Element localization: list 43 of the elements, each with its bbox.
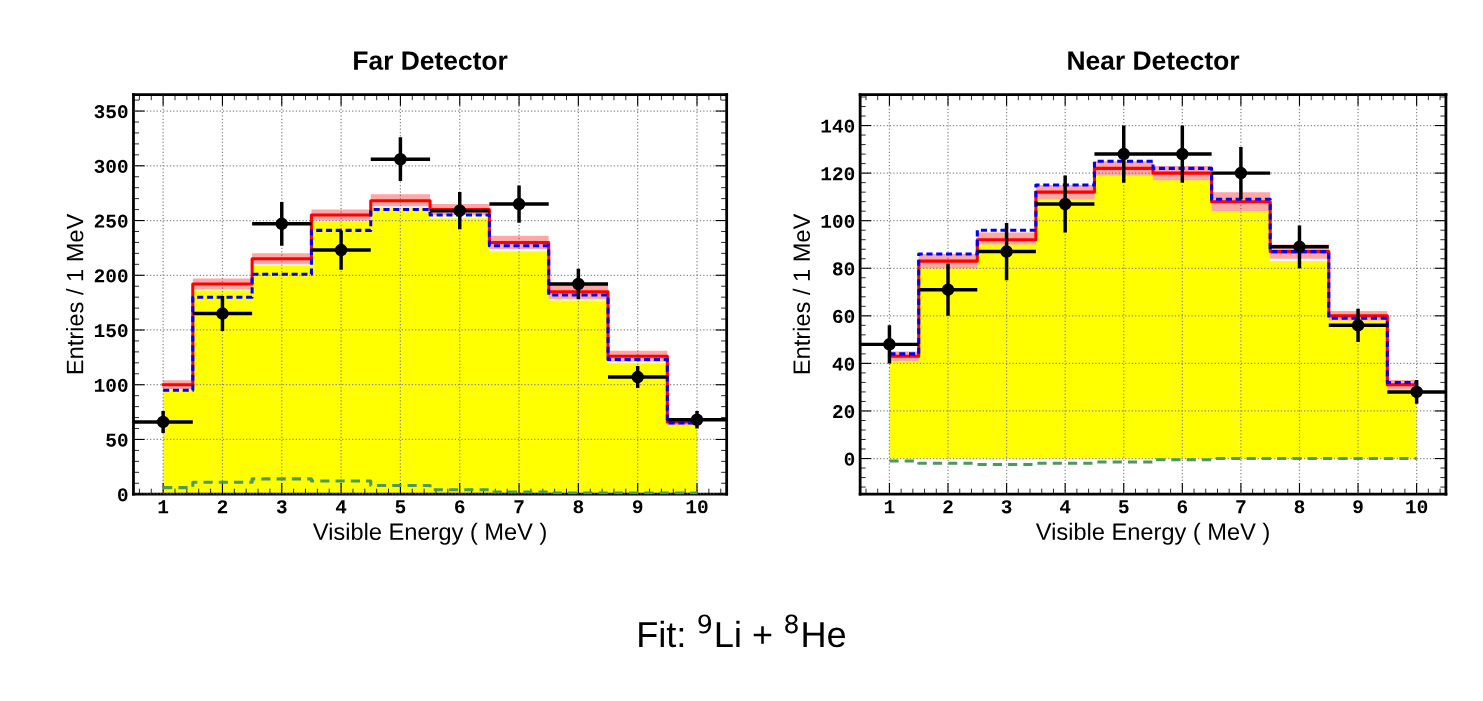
y-tick-label: 350: [94, 105, 128, 119]
x-tick-label: 7: [514, 500, 524, 514]
x-tick-label: 6: [1177, 500, 1188, 514]
x-tick-label: 5: [395, 500, 406, 514]
y-tick-label: 300: [94, 159, 128, 174]
x-tick-label: 1: [884, 500, 895, 514]
x-tick-label: 1: [158, 500, 169, 514]
x-tick-label: 5: [1118, 500, 1129, 514]
y-tick-label: 0: [844, 452, 855, 466]
x-axis-title: Visible Energy ( MeV ): [312, 522, 546, 545]
y-tick-label: 150: [94, 324, 128, 338]
x-tick-label: 10: [1406, 500, 1428, 514]
x-tick-label: 9: [1353, 500, 1363, 514]
x-tick-label: 2: [943, 500, 953, 514]
chart-title: Far Detector: [354, 51, 508, 70]
y-axis-title: Entries / 1 MeV: [792, 213, 811, 374]
chart-title: Near Detector: [1068, 51, 1240, 70]
y-tick-label: 0: [118, 488, 128, 502]
x-tick-label: 2: [217, 500, 228, 514]
y-tick-label: 250: [94, 214, 128, 228]
x-tick-label: 6: [455, 500, 465, 514]
y-axis-title: Entries / 1 MeV: [66, 213, 84, 374]
y-tick-label: 40: [832, 357, 855, 371]
x-tick-label: 7: [1236, 500, 1246, 514]
y-tick-label: 80: [832, 262, 855, 276]
x-tick-label: 4: [1060, 500, 1071, 514]
x-tick-label: 8: [1294, 500, 1305, 514]
x-tick-label: 10: [686, 500, 708, 514]
x-tick-label: 4: [335, 500, 347, 514]
y-tick-label: 200: [94, 269, 128, 283]
y-tick-label: 120: [821, 167, 855, 181]
text: Fit: $^{9}$Li + $^{8}$He: [639, 614, 846, 648]
y-tick-label: 60: [833, 309, 855, 324]
y-tick-label: 100: [821, 214, 855, 228]
y-tick-label: 50: [106, 433, 128, 447]
y-tick-label: 20: [833, 405, 855, 419]
x-tick-label: 9: [632, 500, 643, 514]
y-tick-label: 100: [94, 378, 128, 392]
x-tick-label: 8: [573, 500, 584, 514]
y-tick-label: 140: [821, 119, 855, 133]
x-tick-label: 3: [1001, 500, 1012, 514]
x-tick-label: 3: [276, 500, 287, 514]
x-axis-title: Visible Energy ( MeV ): [1035, 522, 1269, 545]
